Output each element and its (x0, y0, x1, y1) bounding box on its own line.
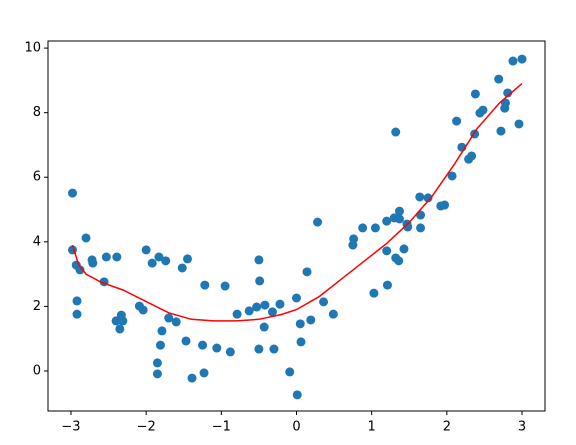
point (147, 258, 157, 268)
point (255, 276, 265, 286)
point (154, 252, 164, 262)
point (296, 337, 306, 347)
point (369, 288, 379, 298)
y-tick-label: 0 (33, 363, 41, 378)
point (118, 316, 128, 326)
point (177, 263, 187, 273)
point (399, 244, 409, 254)
point (394, 214, 404, 224)
point (467, 151, 477, 161)
point (212, 343, 222, 353)
point (198, 340, 208, 350)
point (267, 307, 277, 317)
point (508, 56, 518, 66)
point (152, 369, 162, 379)
point (183, 254, 193, 264)
point (285, 367, 295, 377)
point (447, 171, 457, 181)
point (200, 280, 210, 290)
point (157, 326, 167, 336)
point (503, 88, 513, 98)
x-tick-label: 0 (292, 420, 300, 435)
point (440, 200, 450, 210)
point (494, 74, 504, 84)
y-tick-label: 4 (33, 234, 41, 249)
x-tick-label: −3 (61, 420, 80, 435)
y-tick-label: 6 (33, 170, 41, 185)
point (302, 267, 312, 277)
point (101, 252, 111, 262)
point (232, 309, 242, 319)
point (358, 223, 368, 233)
point (72, 309, 82, 319)
point (403, 222, 413, 232)
point (416, 223, 426, 233)
point (391, 127, 401, 137)
point (275, 299, 285, 309)
point (112, 252, 122, 262)
point (415, 192, 425, 202)
x-tick-label: 2 (443, 420, 451, 435)
point (164, 313, 174, 323)
point (382, 280, 392, 290)
y-tick-label: 10 (24, 41, 41, 56)
point (452, 116, 462, 126)
point (138, 305, 148, 315)
point (199, 368, 209, 378)
y-tick-label: 8 (33, 105, 41, 120)
point (252, 302, 262, 312)
point (496, 126, 506, 136)
point (394, 256, 404, 266)
point (292, 390, 302, 400)
point (313, 217, 323, 227)
y-tick-label: 2 (33, 299, 41, 314)
x-tick-label: 1 (368, 420, 376, 435)
point (115, 324, 125, 334)
point (254, 344, 264, 354)
point (75, 265, 85, 275)
point (292, 293, 301, 303)
point (187, 373, 197, 383)
point (141, 245, 151, 255)
point (254, 255, 264, 265)
point (260, 300, 270, 310)
point (478, 105, 488, 115)
fit-line (71, 83, 523, 322)
point (370, 223, 380, 233)
point (152, 358, 162, 368)
point (220, 281, 230, 291)
point (68, 188, 78, 198)
point (517, 54, 527, 64)
point (161, 256, 171, 266)
point (319, 297, 329, 307)
point (416, 210, 426, 220)
point (306, 315, 316, 325)
x-tick-label: −2 (137, 420, 156, 435)
x-tick-label: 3 (518, 420, 526, 435)
point (514, 119, 524, 129)
plot-frame (47, 40, 546, 412)
point (259, 322, 269, 332)
point (295, 319, 305, 329)
point (244, 306, 254, 316)
point (382, 216, 392, 226)
point (394, 206, 404, 216)
point (88, 258, 98, 268)
x-tick-label: −1 (212, 420, 231, 435)
point (225, 347, 235, 357)
point (81, 233, 91, 243)
point (155, 340, 165, 350)
point (72, 296, 82, 306)
point (349, 234, 359, 244)
point (382, 246, 392, 256)
point (328, 309, 338, 319)
point (423, 193, 433, 203)
point (111, 316, 121, 326)
point (470, 89, 480, 99)
point (269, 344, 279, 354)
point (171, 317, 181, 327)
point (181, 336, 191, 346)
